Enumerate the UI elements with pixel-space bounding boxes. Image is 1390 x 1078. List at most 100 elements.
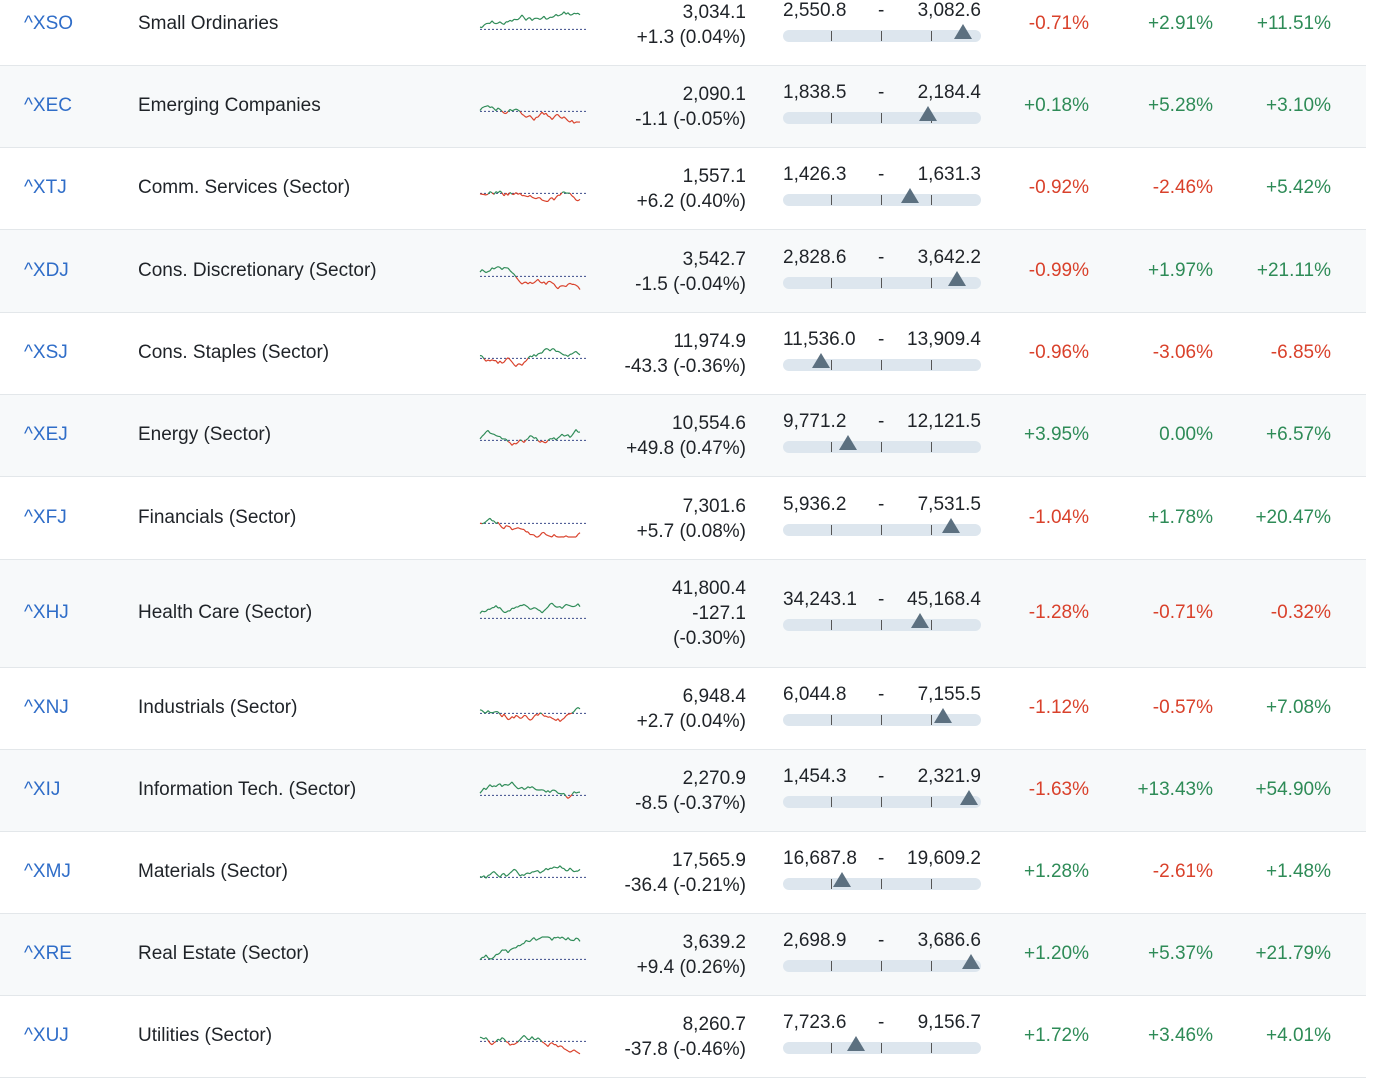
performance-d3: +7.08% (1266, 697, 1331, 719)
sparkline-segment (554, 605, 556, 607)
sparkline-segment (558, 286, 560, 288)
index-code-link[interactable]: ^XMJ (24, 861, 71, 883)
sparkline-segment (558, 436, 560, 438)
sparkline-segment (482, 434, 484, 436)
sparkline-segment (502, 267, 504, 269)
index-code-link[interactable]: ^XDJ (24, 260, 69, 282)
range-separator: - (878, 848, 884, 870)
sparkline-segment (500, 874, 502, 877)
index-code-link[interactable]: ^XIJ (24, 779, 60, 801)
performance-d3: +11.51% (1257, 13, 1331, 35)
index-code-link[interactable]: ^XNJ (24, 697, 69, 719)
sparkline-segment (500, 361, 502, 363)
last-price: 8,260.7 (625, 1012, 746, 1037)
index-code-link[interactable]: ^XEJ (24, 424, 68, 446)
sparkline-segment (578, 13, 580, 15)
index-name: Real Estate (Sector) (138, 943, 309, 965)
performance-d3: +6.57% (1266, 424, 1331, 446)
index-name: Comm. Services (Sector) (138, 177, 350, 199)
sparkline-segment (574, 709, 576, 712)
index-code-link[interactable]: ^XFJ (24, 507, 67, 529)
performance-d1: -0.96% (1029, 342, 1089, 364)
index-name: Health Care (Sector) (138, 602, 312, 624)
range-high: 3,082.6 (918, 0, 981, 22)
sparkline-segment (510, 717, 512, 719)
range-low: 1,426.3 (783, 164, 846, 186)
sparkline-segment (566, 604, 568, 605)
sparkline-segment (520, 528, 522, 529)
sparkline-segment (514, 274, 516, 277)
sparkline-segment (562, 117, 564, 119)
sparkline-segment (534, 714, 536, 716)
sparkline-segment (570, 868, 572, 870)
sparkline-segment (538, 441, 540, 443)
range-tick (881, 113, 882, 123)
index-code-link[interactable]: ^XEC (24, 95, 72, 117)
sparkline-segment (572, 196, 574, 197)
sparkline-segment (518, 605, 520, 607)
sparkline-chart (478, 851, 590, 895)
sparkline-segment (486, 194, 488, 195)
sparkline-segment (488, 270, 490, 271)
index-code-link[interactable]: ^XSJ (24, 342, 68, 364)
index-name: Cons. Staples (Sector) (138, 342, 329, 364)
price-change: (-0.30%) (672, 626, 746, 651)
sparkline-segment (492, 360, 494, 361)
sparkline-segment (572, 712, 574, 713)
sparkline-segment (546, 113, 548, 116)
index-code-link[interactable]: ^XUJ (24, 1025, 69, 1047)
sparkline-segment (498, 191, 500, 193)
range-low: 7,723.6 (783, 1012, 846, 1034)
sparkline-segment (526, 716, 528, 719)
range-tick (881, 797, 882, 807)
sparkline-segment (566, 355, 568, 356)
sparkline-segment (492, 786, 494, 787)
index-code-link[interactable]: ^XRE (24, 943, 72, 965)
sparkline-segment (574, 606, 576, 607)
range-tick (931, 360, 932, 370)
sparkline-segment (514, 193, 516, 195)
index-code-link[interactable]: ^XTJ (24, 177, 67, 199)
index-code-link[interactable]: ^XHJ (24, 602, 69, 624)
index-name: Emerging Companies (138, 95, 321, 117)
sparkline-segment (554, 790, 556, 791)
sparkline-segment (504, 22, 506, 25)
range-separator: - (878, 0, 884, 22)
52-week-range: 1,838.5-2,184.4 (783, 82, 981, 124)
sparkline-segment (508, 526, 510, 527)
sparkline-segment (516, 364, 518, 367)
sparkline-segment (562, 606, 564, 608)
sparkline-segment (496, 108, 498, 111)
sparkline-segment (558, 1046, 560, 1047)
sparkline-segment (546, 791, 548, 793)
sparkline-segment (480, 523, 482, 524)
sparkline-segment (542, 441, 544, 442)
sparkline-chart (478, 3, 590, 47)
index-code-link[interactable]: ^XSO (24, 13, 73, 35)
range-marker-icon (954, 24, 972, 39)
sparkline-segment (498, 266, 500, 267)
range-tick (831, 961, 832, 971)
sparkline-segment (558, 937, 560, 938)
sparkline-segment (500, 22, 502, 24)
sparkline-segment (494, 267, 496, 268)
sparkline-segment (556, 195, 558, 197)
range-marker-icon (812, 353, 830, 368)
sparkline-segment (524, 361, 526, 362)
sparkline-segment (522, 604, 524, 605)
sparkline-segment (554, 197, 556, 200)
sparkline-segment (500, 1038, 502, 1041)
